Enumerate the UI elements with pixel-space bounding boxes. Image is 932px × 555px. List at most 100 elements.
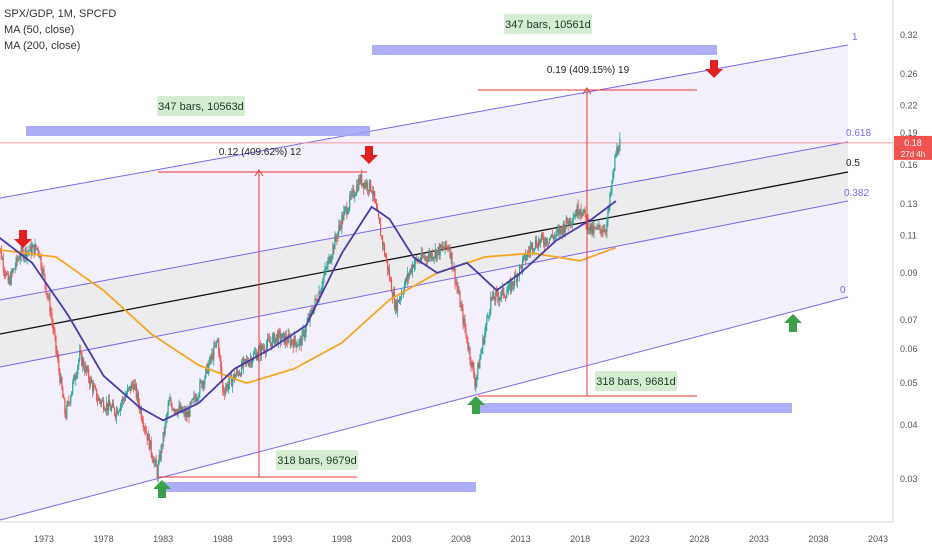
candle-body <box>182 411 184 413</box>
candle-body <box>287 334 289 343</box>
candle-body <box>429 252 431 258</box>
x-tick-label: 2033 <box>749 534 769 544</box>
candle-body <box>330 259 332 263</box>
candle-body <box>62 388 64 398</box>
measure-right-arrowhead <box>582 87 592 95</box>
candle-body <box>412 264 414 268</box>
candle-body <box>548 238 550 243</box>
range-bar-top-left <box>26 126 370 136</box>
legend-ma50[interactable]: MA (50, close) <box>4 24 75 36</box>
candle-body <box>471 361 473 367</box>
candle-body <box>27 251 29 253</box>
candle-body <box>26 251 28 258</box>
candle-body <box>89 379 91 385</box>
x-tick-label: 1998 <box>332 534 352 544</box>
candle-body <box>513 284 515 286</box>
candle-body <box>3 269 5 273</box>
candle-body <box>431 253 433 260</box>
candle-body <box>492 292 494 299</box>
x-tick-label: 2008 <box>451 534 471 544</box>
candle-body <box>461 305 463 309</box>
candle-body <box>456 282 458 288</box>
candle-body <box>345 207 347 209</box>
candle-body <box>88 368 90 380</box>
candle-body <box>440 244 442 248</box>
candle-body <box>296 345 298 348</box>
candle-body <box>421 252 423 258</box>
candle-body <box>173 409 175 411</box>
candle-body <box>265 345 267 353</box>
candle-body <box>455 282 457 284</box>
candle-body <box>7 273 9 284</box>
candle-body <box>77 365 79 375</box>
bottom-left-range-label: 318 bars, 9679d <box>277 455 357 467</box>
candle-body <box>219 353 221 357</box>
candle-body <box>514 274 516 285</box>
candle-body <box>63 397 65 399</box>
candle-body <box>230 375 232 377</box>
top-left-range-label-bg <box>157 96 245 116</box>
candle-body <box>227 384 229 390</box>
candle-body <box>266 338 268 346</box>
candle-body <box>381 236 384 246</box>
candle-body <box>509 282 511 285</box>
legend-symbol[interactable]: SPX/GDP, 1M, SPCFD <box>4 8 117 20</box>
candle-body <box>547 242 549 244</box>
candle-body <box>115 409 118 418</box>
candle-body <box>146 433 148 441</box>
candle-body <box>521 259 524 270</box>
candle-body <box>321 286 323 290</box>
right-price-move-label: 0.19 (409.15%) 19 <box>547 65 630 76</box>
candle-body <box>574 213 576 217</box>
candle-body <box>343 211 345 221</box>
legend-ma200[interactable]: MA (200, close) <box>4 40 81 52</box>
candle-body <box>555 231 557 236</box>
candle-body <box>424 256 426 259</box>
candle-body <box>294 336 296 343</box>
candle-body <box>597 226 599 228</box>
candle-body <box>231 375 233 387</box>
candle-body <box>33 244 35 255</box>
candle-body <box>139 408 141 410</box>
candle-body <box>394 301 397 309</box>
candle-body <box>569 218 571 224</box>
candle-body <box>592 225 594 234</box>
candle-body <box>279 332 281 342</box>
candle-body <box>478 363 480 369</box>
candle-body <box>161 445 163 448</box>
candle-body <box>483 338 485 344</box>
y-tick-label: 0.19 <box>900 128 918 138</box>
candle-body <box>13 268 15 270</box>
candle-body <box>204 377 206 385</box>
candle-body <box>346 207 348 215</box>
candle-body <box>143 427 145 428</box>
fib-level-label: 0 <box>840 285 846 296</box>
candle-body <box>79 350 81 360</box>
candle-body <box>137 392 139 403</box>
candle-body <box>392 292 395 299</box>
y-tick-label: 0.13 <box>900 199 918 209</box>
candle-body <box>71 391 73 397</box>
candle-body <box>349 195 351 208</box>
fib-level-label: 0.382 <box>844 188 869 199</box>
candle-body <box>615 154 617 158</box>
candle-body <box>109 406 112 411</box>
candle-body <box>122 398 125 400</box>
candle-body <box>533 248 536 250</box>
channel-line <box>0 296 849 521</box>
candle-body <box>260 345 263 356</box>
candle-body <box>97 399 99 401</box>
candle-body <box>205 368 207 378</box>
candle-body <box>78 359 80 366</box>
candle-body <box>479 358 481 369</box>
candle-body <box>218 339 220 354</box>
candle-body <box>591 225 593 233</box>
candle-body <box>189 402 191 417</box>
candle-body <box>373 191 375 196</box>
candle-body <box>86 366 88 372</box>
candle-body <box>8 277 10 284</box>
y-tick-label: 0.26 <box>900 69 918 79</box>
candle-body <box>276 334 278 344</box>
